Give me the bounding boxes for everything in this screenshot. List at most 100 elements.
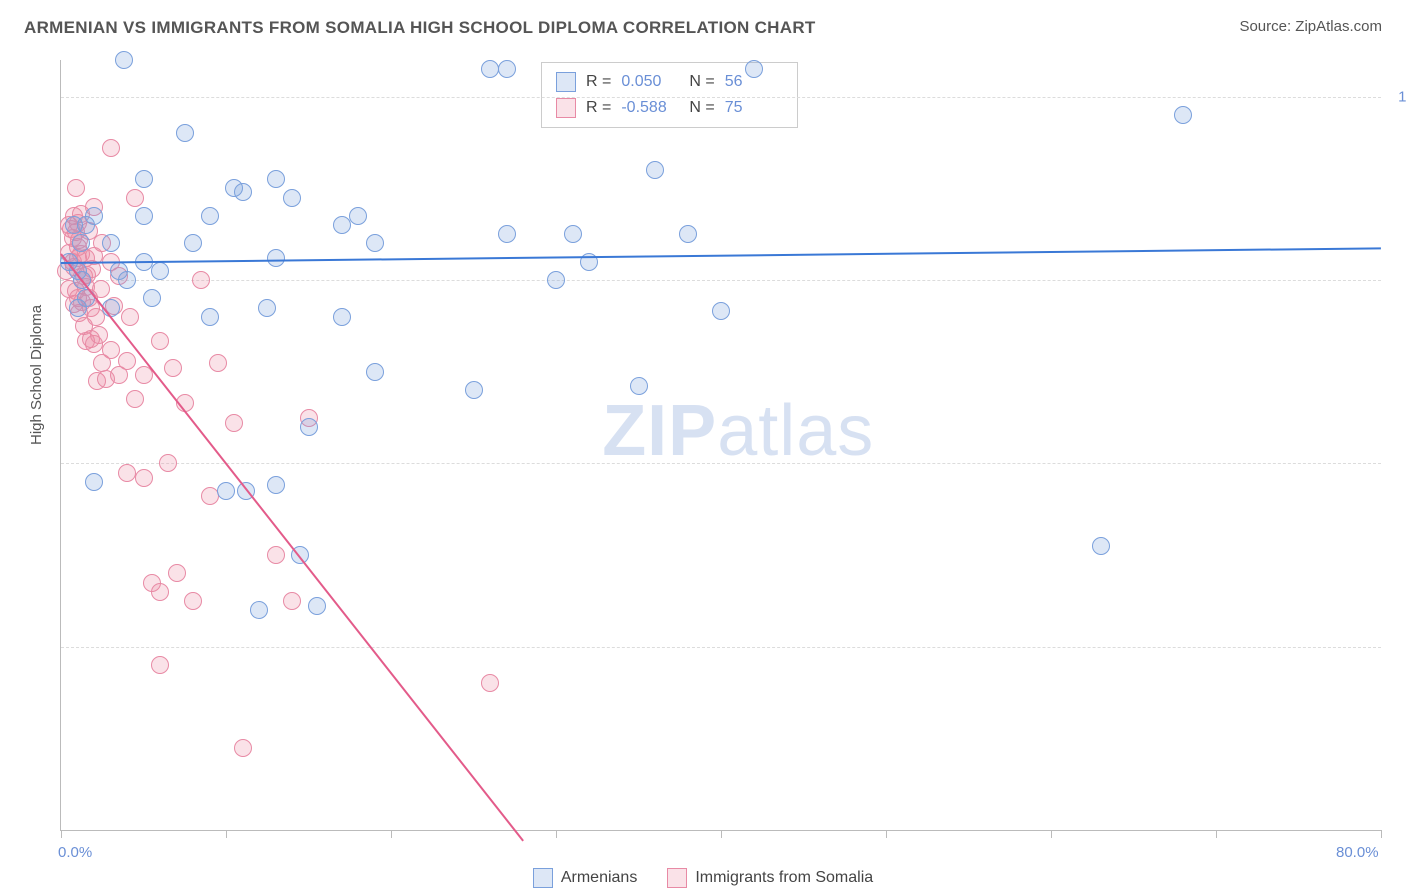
data-point-armenians [564, 225, 582, 243]
data-point-armenians [118, 271, 136, 289]
data-point-armenians [333, 308, 351, 326]
data-point-armenians [646, 161, 664, 179]
x-tick [886, 830, 887, 838]
data-point-armenians [258, 299, 276, 317]
data-point-armenians [217, 482, 235, 500]
data-point-armenians [366, 234, 384, 252]
data-point-armenians [143, 289, 161, 307]
legend-item-armenians: Armenians [533, 868, 637, 888]
r-label: R = [586, 73, 611, 91]
gridline [61, 280, 1381, 281]
data-point-armenians [267, 249, 285, 267]
x-tick [721, 830, 722, 838]
n-label: N = [689, 73, 714, 91]
data-point-somalia [192, 271, 210, 289]
series-legend: Armenians Immigrants from Somalia [0, 868, 1406, 888]
x-tick [61, 830, 62, 838]
data-point-armenians [234, 183, 252, 201]
data-point-armenians [135, 207, 153, 225]
data-point-armenians [498, 225, 516, 243]
x-tick [1381, 830, 1382, 838]
legend-label-armenians: Armenians [561, 869, 637, 887]
data-point-armenians [267, 170, 285, 188]
n-label: N = [689, 99, 714, 117]
data-point-armenians [712, 302, 730, 320]
data-point-armenians [333, 216, 351, 234]
data-point-armenians [85, 473, 103, 491]
legend-label-somalia: Immigrants from Somalia [695, 869, 873, 887]
data-point-armenians [300, 418, 318, 436]
data-point-somalia [118, 464, 136, 482]
data-point-somalia [67, 179, 85, 197]
data-point-armenians [1174, 106, 1192, 124]
data-point-armenians [151, 262, 169, 280]
data-point-somalia [168, 564, 186, 582]
data-point-somalia [151, 332, 169, 350]
data-point-somalia [102, 139, 120, 157]
x-tick [1051, 830, 1052, 838]
data-point-somalia [225, 414, 243, 432]
data-point-armenians [115, 51, 133, 69]
data-point-somalia [283, 592, 301, 610]
data-point-armenians [679, 225, 697, 243]
data-point-somalia [151, 656, 169, 674]
data-point-armenians [72, 234, 90, 252]
watermark: ZIPatlas [602, 390, 874, 472]
data-point-somalia [118, 352, 136, 370]
r-label: R = [586, 99, 611, 117]
x-tick [226, 830, 227, 838]
data-point-armenians [498, 60, 516, 78]
x-tick [391, 830, 392, 838]
x-tick-label-first: 0.0% [58, 844, 92, 861]
trend-line [60, 253, 524, 841]
r-value-armenians: 0.050 [621, 73, 679, 91]
data-point-armenians [366, 363, 384, 381]
data-point-armenians [283, 189, 301, 207]
data-point-armenians [267, 476, 285, 494]
y-tick-label: 80.0% [1389, 455, 1406, 472]
data-point-armenians [308, 597, 326, 615]
source-attribution: Source: ZipAtlas.com [1239, 18, 1382, 35]
gridline [61, 463, 1381, 464]
data-point-armenians [630, 377, 648, 395]
swatch-armenians [533, 868, 553, 888]
data-point-armenians [201, 308, 219, 326]
data-point-armenians [201, 207, 219, 225]
chart-title: ARMENIAN VS IMMIGRANTS FROM SOMALIA HIGH… [24, 18, 816, 38]
y-axis-label: High School Diploma [28, 305, 45, 445]
x-tick-label-last: 80.0% [1336, 844, 1379, 861]
data-point-armenians [250, 601, 268, 619]
data-point-somalia [159, 454, 177, 472]
data-point-armenians [465, 381, 483, 399]
data-point-somalia [201, 487, 219, 505]
data-point-somalia [126, 390, 144, 408]
data-point-armenians [745, 60, 763, 78]
data-point-somalia [151, 583, 169, 601]
data-point-armenians [1092, 537, 1110, 555]
data-point-armenians [176, 124, 194, 142]
swatch-somalia [556, 98, 576, 118]
data-point-somalia [102, 341, 120, 359]
data-point-armenians [85, 207, 103, 225]
data-point-armenians [102, 234, 120, 252]
legend-item-somalia: Immigrants from Somalia [667, 868, 873, 888]
data-point-somalia [481, 674, 499, 692]
r-value-somalia: -0.588 [621, 99, 679, 117]
data-point-somalia [126, 189, 144, 207]
legend-row-somalia: R = -0.588 N = 75 [556, 95, 783, 121]
y-tick-label: 70.0% [1389, 638, 1406, 655]
data-point-armenians [349, 207, 367, 225]
x-tick [556, 830, 557, 838]
gridline [61, 647, 1381, 648]
data-point-armenians [481, 60, 499, 78]
data-point-somalia [121, 308, 139, 326]
data-point-armenians [135, 170, 153, 188]
watermark-bold: ZIP [602, 391, 717, 471]
data-point-somalia [267, 546, 285, 564]
data-point-somalia [184, 592, 202, 610]
y-tick-label: 100.0% [1389, 88, 1406, 105]
data-point-armenians [547, 271, 565, 289]
data-point-armenians [184, 234, 202, 252]
y-tick-label: 90.0% [1389, 272, 1406, 289]
data-point-somalia [234, 739, 252, 757]
